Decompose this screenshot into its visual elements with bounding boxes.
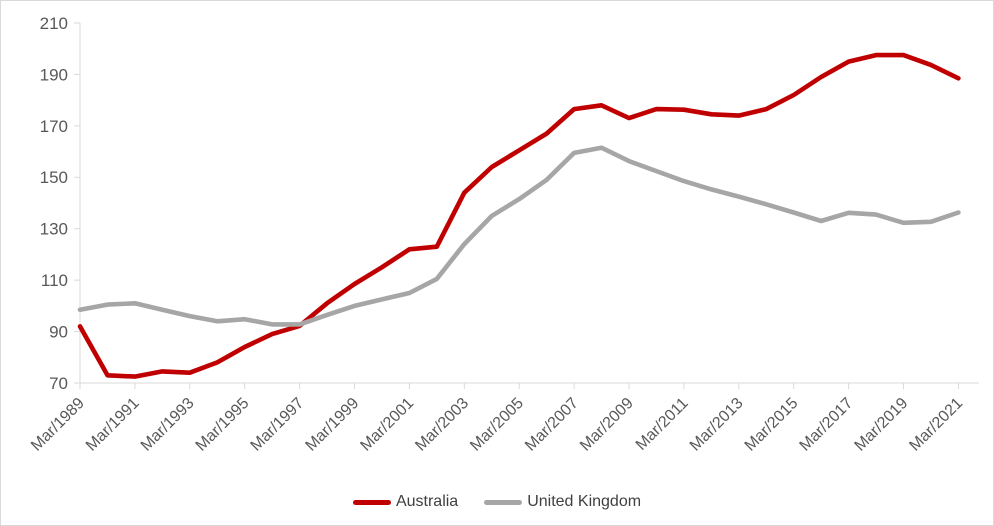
united-kingdom-line-swatch	[484, 499, 523, 505]
line-chart: 7090110130150170190210Mar/1989Mar/1991Ma…	[28, 14, 979, 455]
australia-line	[77, 52, 961, 379]
x-tick-label: Mar/2011	[633, 395, 692, 454]
x-tick-label: Mar/2007	[522, 395, 582, 455]
x-tick-label: Mar/2021	[906, 395, 966, 455]
x-tick-label: Mar/2001	[357, 395, 417, 455]
legend-item-united-kingdom: United Kingdom	[484, 493, 641, 511]
x-tick-label: Mar/2019	[852, 395, 912, 455]
y-tick-label: 90	[49, 323, 68, 342]
x-tick-label: Mar/1993	[138, 395, 198, 455]
x-tick-label: Mar/2017	[797, 395, 857, 455]
y-tick-label: 110	[41, 271, 68, 290]
y-tick-label: 70	[49, 374, 68, 393]
x-tick-label: Mar/1997	[248, 395, 308, 455]
x-tick-label: Mar/2009	[577, 395, 637, 455]
legend: Australia United Kingdom	[1, 487, 993, 517]
legend-item-australia: Australia	[352, 493, 459, 511]
x-tick-label: Mar/1999	[303, 395, 363, 455]
y-tick-label: 170	[40, 117, 68, 136]
y-tick-label: 190	[40, 65, 68, 84]
australia-line-swatch	[352, 499, 391, 505]
y-tick-label: 210	[40, 14, 68, 33]
x-tick-label: Mar/1989	[28, 395, 88, 455]
united-kingdom-legend-label: United Kingdom	[527, 493, 642, 510]
x-tick-label: Mar/2003	[412, 395, 472, 455]
x-tick-label: Mar/2015	[742, 395, 802, 455]
x-tick-label: Mar/2005	[467, 395, 527, 455]
x-tick-label: Mar/1995	[193, 395, 253, 455]
united-kingdom-line	[77, 145, 961, 327]
y-tick-label: 150	[40, 168, 68, 187]
x-tick-label: Mar/2013	[687, 395, 747, 455]
australia-legend-label: Australia	[395, 493, 459, 510]
x-tick-label: Mar/1991	[83, 395, 143, 455]
y-tick-label: 130	[40, 220, 68, 239]
